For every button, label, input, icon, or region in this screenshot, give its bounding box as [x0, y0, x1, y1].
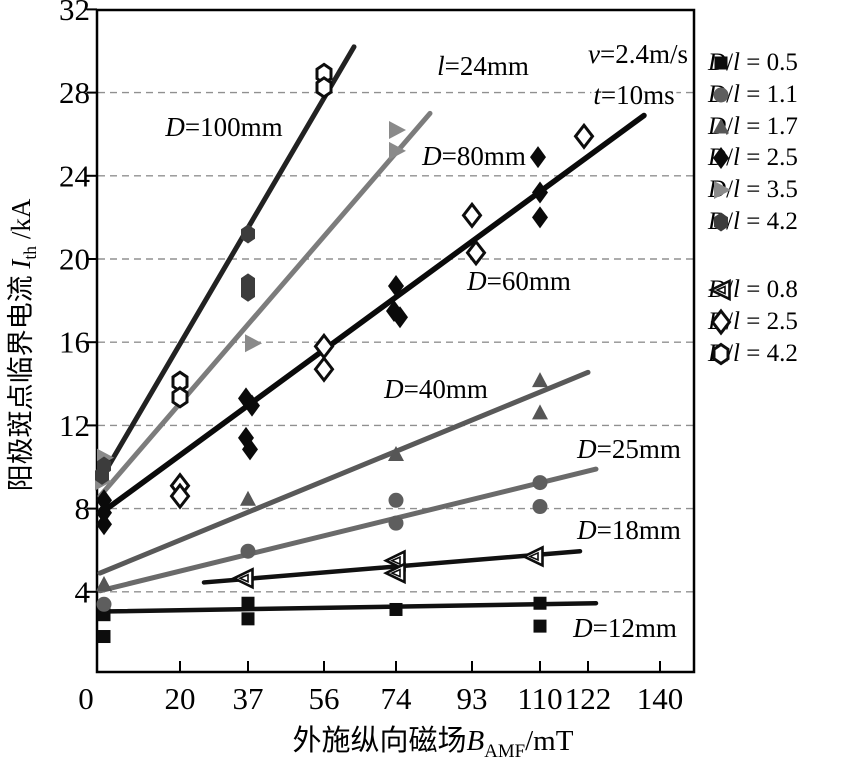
diamond-open-marker	[461, 201, 483, 229]
series-diamond	[96, 146, 548, 536]
circle-marker	[96, 596, 112, 612]
y-tick-label-16: 16	[59, 325, 90, 360]
circle-marker	[388, 492, 404, 508]
x-tick-label-140: 140	[637, 681, 684, 716]
trend-line-d25mm	[97, 466, 599, 594]
y-tick-label-20: 20	[59, 242, 90, 277]
series-triangle	[96, 372, 548, 592]
y-tick-label-4: 4	[75, 574, 91, 609]
diamond-marker	[392, 306, 408, 329]
diamond-marker	[96, 489, 112, 512]
series-hexagon-open	[171, 62, 333, 409]
y-axis-title: 阳极斑点临界电流 Ith /kA	[5, 198, 41, 492]
trend-line-d100mm	[97, 44, 357, 484]
plot-frame	[95, 8, 696, 674]
trend-line-d40mm	[97, 369, 591, 576]
triangle-marker	[532, 404, 548, 420]
hexagon-open-marker	[171, 386, 189, 409]
square-marker	[389, 602, 403, 616]
triangle-left-open-marker	[528, 551, 539, 562]
triangle-left-open-marker	[521, 545, 544, 568]
y-tick-label-12: 12	[59, 408, 90, 443]
hexagon-marker	[241, 224, 255, 244]
square-marker	[241, 612, 255, 626]
trend-line-d60mm	[97, 112, 647, 517]
trend-line-d18mm	[201, 548, 583, 585]
diamond-open-marker	[169, 482, 191, 510]
triangle-left-open-marker	[238, 573, 249, 584]
diamond-marker	[530, 146, 546, 169]
diamond-open-marker	[465, 239, 487, 267]
y-tick-label-28: 28	[59, 75, 90, 110]
trend-line-d80mm	[97, 110, 433, 499]
diamond-marker	[388, 275, 404, 298]
triangle-right-marker	[389, 121, 406, 140]
diamond-marker	[244, 394, 260, 417]
triangle-marker	[240, 490, 256, 506]
square-marker	[97, 630, 111, 644]
hexagon-open-marker	[315, 76, 333, 99]
triangle-left-open-marker	[390, 555, 401, 566]
series-triangle-left-open	[231, 545, 544, 590]
triangle-right-marker	[389, 141, 406, 160]
x-tick-label-56: 56	[309, 681, 340, 716]
x-tick-label-74: 74	[381, 681, 413, 716]
circle-marker	[388, 515, 404, 531]
triangle-marker	[532, 372, 548, 388]
diamond-open-marker	[313, 355, 335, 383]
x-tick-label-122: 122	[565, 681, 612, 716]
square-marker	[533, 619, 547, 633]
triangle-left-open-marker	[390, 568, 401, 578]
hexagon-marker	[95, 465, 109, 485]
series-diamond-open	[169, 122, 595, 510]
x-axis-title: 外施纵向磁场BAMF/mT	[292, 725, 574, 762]
x-tick-label-110: 110	[517, 681, 562, 716]
triangle-left-open-marker	[231, 567, 254, 590]
series-hexagon	[95, 224, 255, 485]
circle-marker	[532, 475, 548, 491]
series-square	[97, 596, 547, 644]
circle-marker	[240, 543, 256, 559]
diamond-open-marker	[573, 122, 595, 150]
x-tick-label-0: 0	[78, 681, 94, 716]
x-tick-label-20: 20	[165, 681, 196, 716]
square-marker	[97, 608, 111, 622]
y-tick-label-8: 8	[75, 491, 91, 526]
x-tick-label-93: 93	[457, 681, 488, 716]
diamond-marker	[532, 181, 548, 204]
trend-line-d12mm	[97, 600, 599, 614]
y-tick-label-32: 32	[59, 0, 90, 27]
triangle-marker	[388, 446, 404, 462]
diamond-marker	[532, 206, 548, 229]
triangle-marker	[96, 576, 112, 592]
square-marker	[241, 596, 255, 610]
circle-marker	[532, 499, 548, 515]
series-circle	[96, 475, 548, 612]
triangle-left-open-marker	[383, 562, 406, 585]
y-tick-label-24: 24	[59, 158, 91, 193]
triangle-right-marker	[245, 334, 262, 353]
hexagon-marker	[241, 282, 255, 302]
square-marker	[533, 596, 547, 610]
x-tick-label-37: 37	[233, 681, 264, 716]
diamond-marker	[96, 501, 112, 524]
diamond-marker	[242, 438, 258, 461]
diamond-marker	[96, 513, 112, 536]
